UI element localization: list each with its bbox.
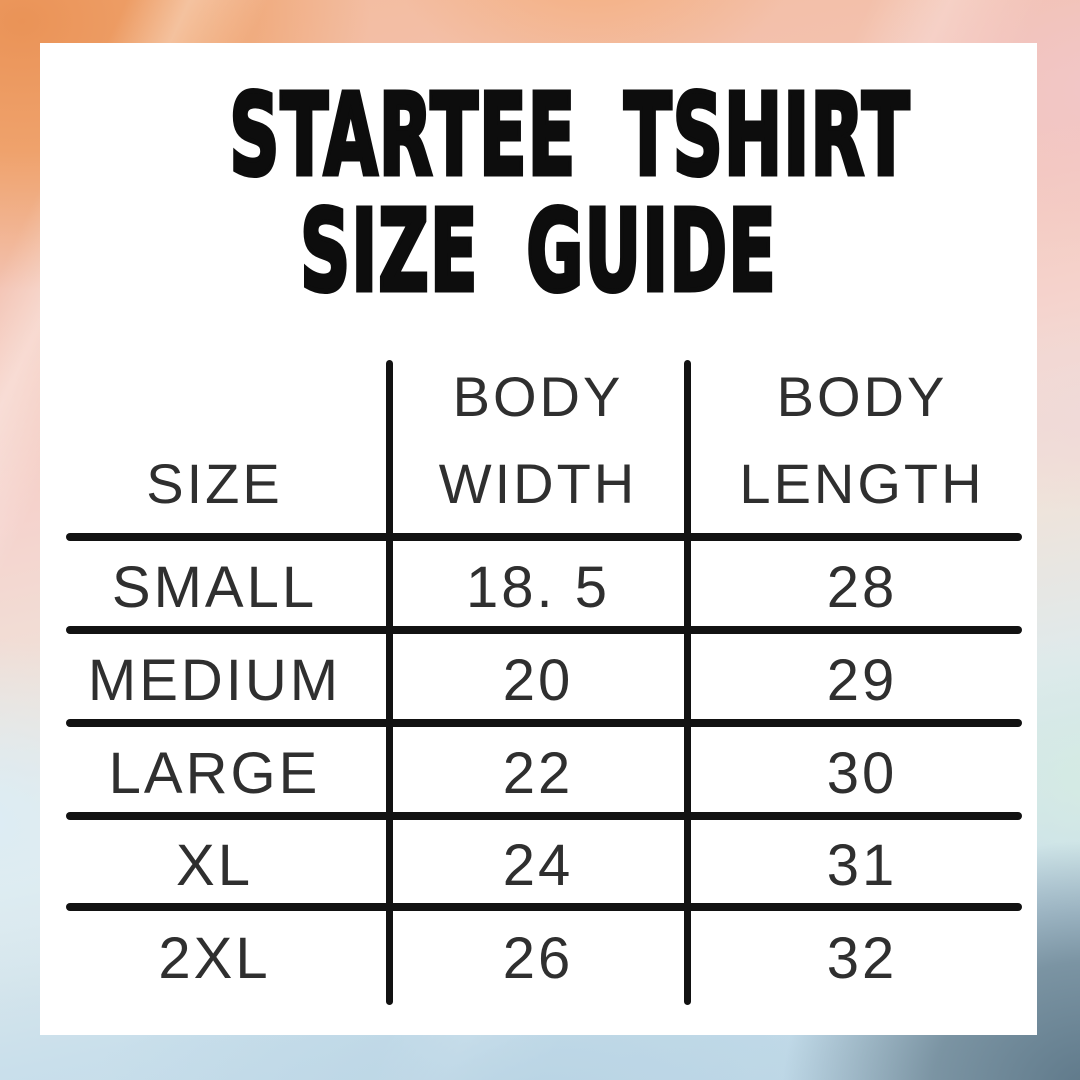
column-header-body-width: BODY WIDTH bbox=[389, 360, 687, 541]
body-length-cell: 31 bbox=[826, 833, 898, 898]
body-length-cell: 29 bbox=[826, 648, 898, 713]
body-width-cell: 22 bbox=[502, 741, 574, 806]
body-width-cell: 20 bbox=[502, 648, 574, 713]
title-line-2: SIZE GUIDE bbox=[299, 187, 778, 317]
column-divider-line bbox=[684, 360, 691, 1005]
column-header-size: SIZE bbox=[40, 360, 389, 541]
body-length-header-line2: LENGTH bbox=[739, 452, 985, 515]
size-cell: XL bbox=[176, 833, 253, 898]
body-width-header-line2: WIDTH bbox=[438, 452, 638, 515]
body-length-header-line1: BODY bbox=[776, 365, 948, 428]
row-divider-line bbox=[66, 719, 1022, 727]
body-width-cell: 24 bbox=[502, 833, 574, 898]
row-divider-line bbox=[66, 626, 1022, 634]
size-cell: LARGE bbox=[108, 741, 321, 806]
body-length-cell: 30 bbox=[826, 741, 898, 806]
body-length-cell: 32 bbox=[826, 925, 898, 991]
page-title: STARTEE TSHIRT SIZE GUIDE bbox=[40, 71, 1037, 317]
size-chart-table: SIZE BODY WIDTH BODY LENGTH SMALL 18. 5 … bbox=[40, 360, 1037, 1005]
column-header-body-length: BODY LENGTH bbox=[687, 360, 1037, 541]
size-cell: MEDIUM bbox=[87, 648, 342, 713]
size-header-label: SIZE bbox=[146, 452, 283, 515]
column-divider-line bbox=[386, 360, 393, 1005]
body-width-header-line1: BODY bbox=[452, 365, 624, 428]
body-width-cell: 18. 5 bbox=[466, 555, 610, 620]
body-width-cell: 26 bbox=[502, 925, 574, 991]
row-divider-line bbox=[66, 812, 1022, 820]
size-cell: SMALL bbox=[111, 555, 318, 620]
body-length-cell: 28 bbox=[826, 555, 898, 620]
size-cell: 2XL bbox=[158, 925, 271, 991]
title-line-1: STARTEE TSHIRT bbox=[228, 71, 911, 201]
row-divider-line bbox=[66, 903, 1022, 911]
row-divider-line bbox=[66, 533, 1022, 541]
